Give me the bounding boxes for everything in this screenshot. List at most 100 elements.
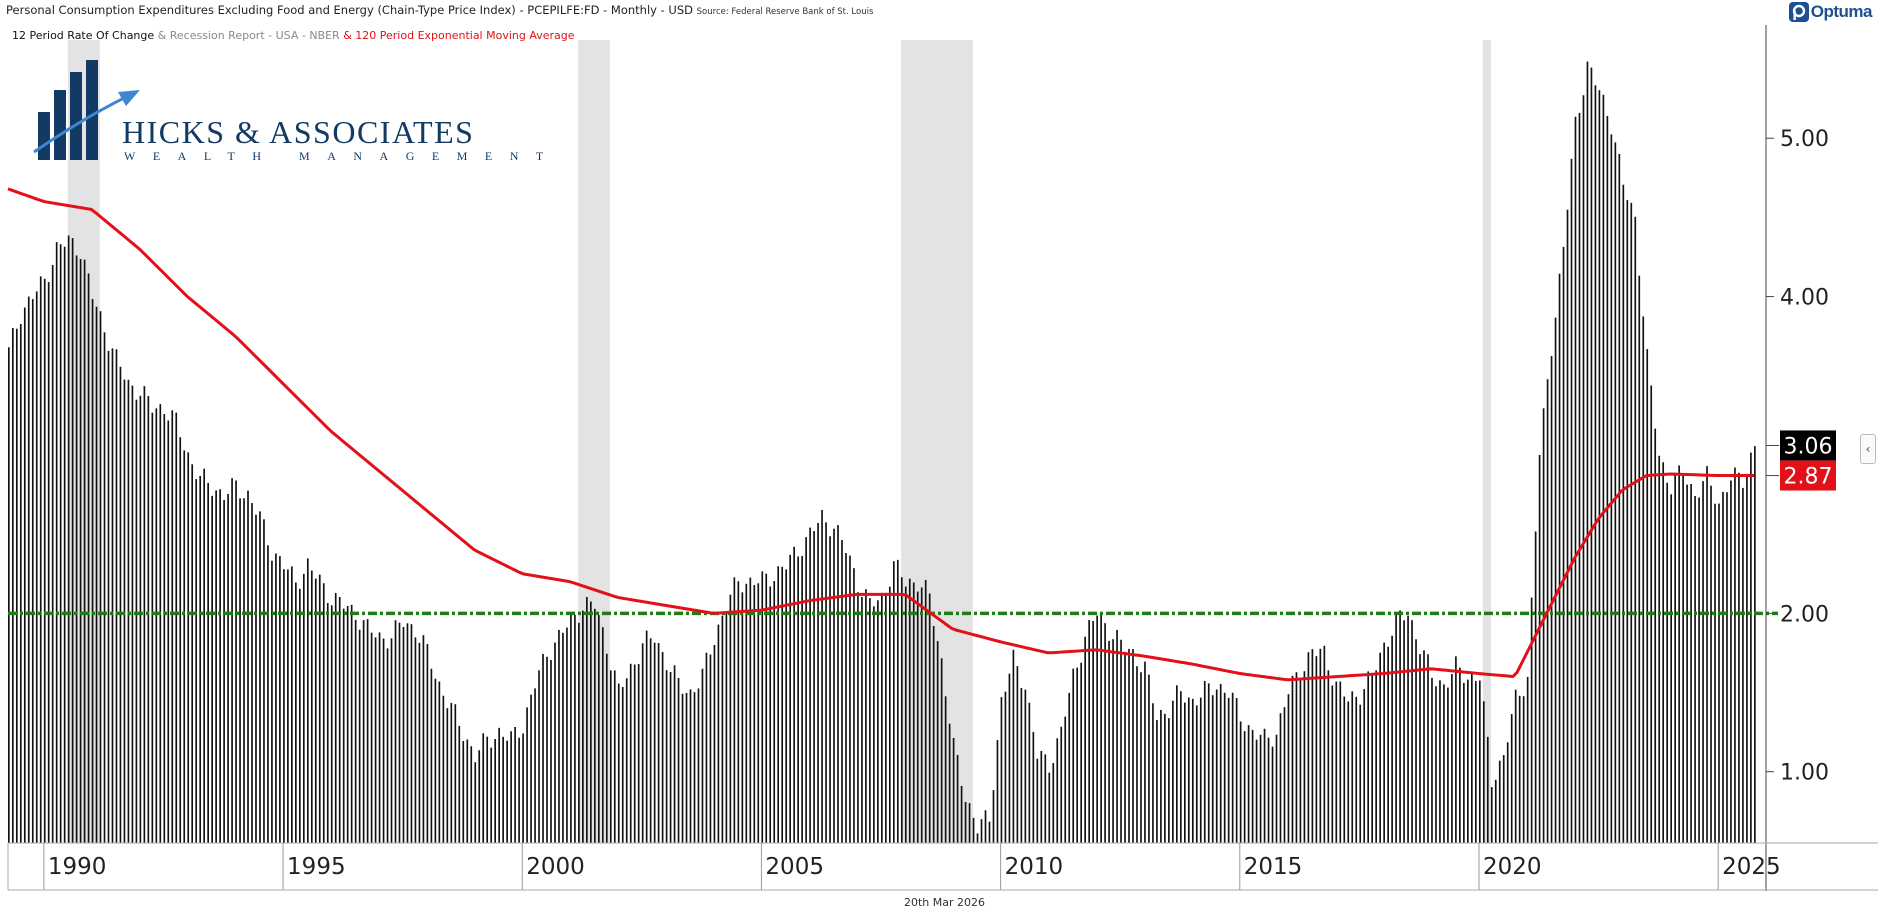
bar [1156,720,1158,843]
logo-arrow-head [118,90,140,106]
y-tick-label: 2.00 [1780,602,1829,627]
logo-bar-1 [38,112,50,160]
bar [944,696,947,843]
bar [1016,666,1019,843]
legend-recession[interactable]: & Recession Report - USA - NBER [157,29,340,42]
bar [1474,681,1477,843]
bar [1020,688,1023,843]
bar [920,587,923,843]
bar [1267,737,1270,843]
bar [1439,680,1441,843]
bar [438,681,441,843]
bar [179,437,182,843]
bar [1263,728,1266,843]
bar [1690,484,1692,843]
bar [582,610,584,843]
bar [976,833,979,843]
bar [1235,698,1238,843]
bar [239,498,241,843]
bar [562,632,564,843]
bar [1339,681,1342,843]
bar [494,739,497,843]
bar [629,663,632,843]
bar [191,464,194,843]
bar [147,395,150,843]
bar [1526,676,1529,843]
bar [1554,317,1557,843]
bar [139,395,142,843]
bar [1423,650,1425,843]
bar [1000,697,1003,843]
legend-ema[interactable]: & 120 Period Exponential Moving Average [343,29,575,42]
bar [865,589,867,843]
bar [23,307,26,843]
bar [1215,689,1218,843]
bar [314,578,317,843]
bar [1176,685,1178,843]
bar [1618,153,1621,843]
bar [625,678,628,843]
bar [713,645,716,843]
bar [1666,482,1669,843]
bar [402,626,405,843]
bar [570,613,572,843]
bar [167,420,170,843]
bar [1187,697,1190,843]
bar [1219,683,1222,843]
bar [1371,673,1374,843]
bar [689,689,692,843]
bar [1506,742,1509,843]
bar [1494,779,1497,843]
bar [1056,738,1059,843]
bar [1092,621,1094,843]
bar [446,708,449,843]
bar [306,558,309,843]
bar [1347,701,1350,843]
bar [849,555,851,843]
bar [426,644,429,843]
chart-date: 20th Mar 2026 [904,896,986,909]
bar [151,412,154,843]
chart-source: Source: Federal Reserve Bank of St. Loui… [696,7,874,17]
bar [183,450,186,843]
bar [773,581,776,843]
bar [916,591,919,843]
bar [861,596,863,843]
bar [757,583,760,843]
bar [777,566,780,843]
bar [558,629,560,843]
bar [1502,755,1505,843]
bar [753,585,756,843]
bar [1467,679,1469,843]
bar [1558,273,1561,844]
legend-main-series[interactable]: 12 Period Rate Of Change [12,29,155,42]
bar [1008,673,1011,843]
bar [885,592,887,843]
bar [1730,480,1732,843]
bar [1443,684,1445,843]
bar [1726,492,1728,843]
bar [1522,696,1525,843]
bar [326,603,329,843]
bar [908,578,911,843]
bar [1124,651,1126,843]
bar [1538,455,1541,843]
collapse-panel-button[interactable]: ‹ [1860,434,1876,464]
bar [1411,620,1413,843]
bar [1060,726,1063,843]
bar [1714,503,1716,843]
bar [171,410,174,843]
bar [781,566,784,843]
bar [701,668,704,843]
bar [972,817,975,843]
bar [637,664,640,843]
bar [705,652,708,843]
optuma-brand: Optuma [1788,2,1873,22]
bar [1343,696,1346,843]
bar [717,624,720,843]
bar [1072,668,1075,843]
bar [1471,673,1473,843]
bar [1514,689,1517,843]
bar [127,379,130,843]
